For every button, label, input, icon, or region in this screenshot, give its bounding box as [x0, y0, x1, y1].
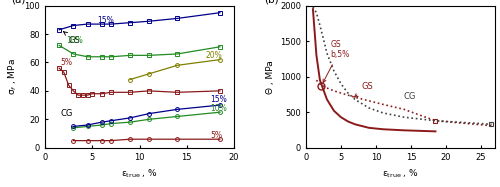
Text: 15%: 15% — [210, 95, 227, 104]
X-axis label: ε$_\mathrm{true}$ , %: ε$_\mathrm{true}$ , % — [121, 167, 158, 180]
Text: CG: CG — [404, 92, 416, 101]
Y-axis label: Θ , MPa: Θ , MPa — [266, 60, 274, 94]
Text: (a): (a) — [11, 0, 26, 4]
Text: 5%: 5% — [60, 58, 72, 67]
X-axis label: ε$_\mathrm{true}$ , %: ε$_\mathrm{true}$ , % — [382, 167, 419, 180]
Text: GS: GS — [64, 32, 80, 45]
Text: 15%: 15% — [97, 16, 114, 25]
Text: CG: CG — [60, 109, 72, 118]
Text: GS
b,5%: GS b,5% — [323, 40, 349, 82]
Text: 20%: 20% — [206, 51, 222, 60]
Text: 10%: 10% — [210, 104, 227, 113]
Text: (b): (b) — [264, 0, 279, 4]
Text: 5%: 5% — [210, 131, 222, 140]
Text: 10%: 10% — [66, 36, 82, 45]
Y-axis label: σ$_f$ , MPa: σ$_f$ , MPa — [6, 58, 19, 95]
Text: GS: GS — [354, 82, 374, 97]
